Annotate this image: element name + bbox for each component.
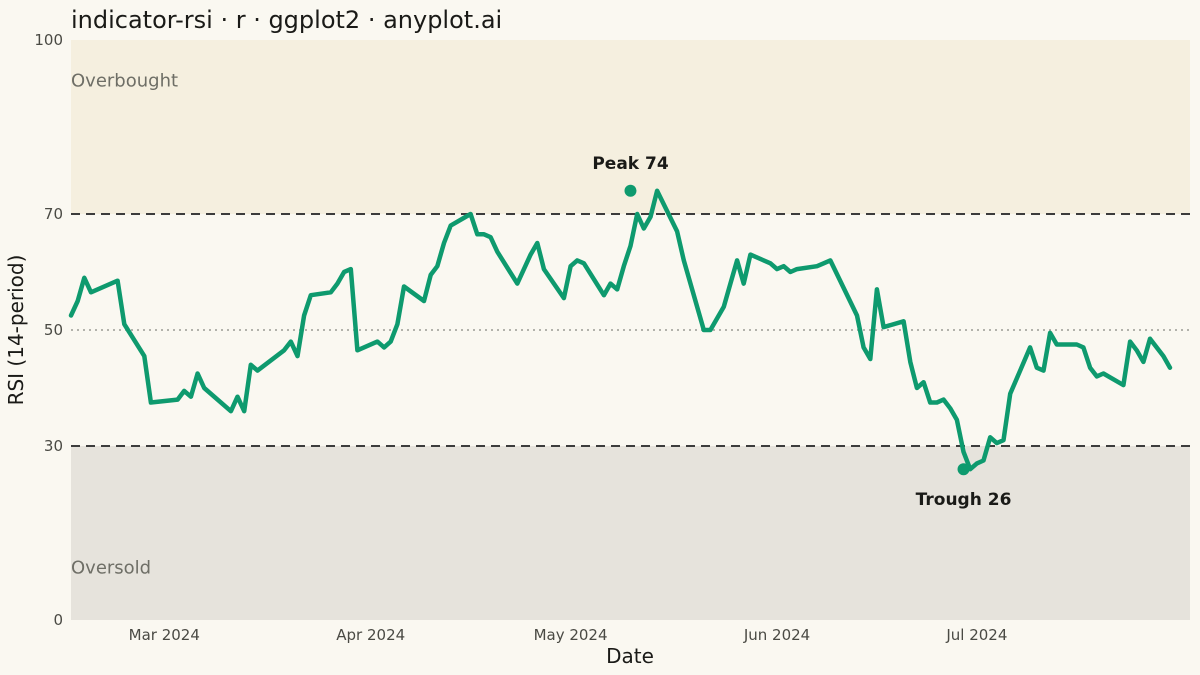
rsi-line (68, 188, 1173, 472)
x-tick-label: Apr 2024 (336, 626, 405, 644)
y-tick-label: 30 (44, 437, 63, 455)
x-tick-label: Jul 2024 (945, 626, 1007, 644)
annotation-point (624, 184, 637, 197)
y-tick-label: 0 (53, 611, 63, 629)
x-axis-title: Date (606, 644, 654, 668)
x-tick-label: Mar 2024 (129, 626, 200, 644)
oversold-zone (71, 446, 1190, 620)
x-tick-label: Jun 2024 (743, 626, 810, 644)
oversold-label: Oversold (71, 558, 151, 579)
overbought-label: Overbought (71, 70, 178, 91)
annotation-label: Trough 26 (916, 490, 1012, 510)
y-axis-title: RSI (14-period) (4, 255, 28, 406)
chart-title: indicator-rsi · r · ggplot2 · anyplot.ai (71, 6, 502, 34)
annotation-point (957, 463, 970, 476)
annotation-label: Peak 74 (592, 154, 669, 174)
y-tick-label: 70 (44, 205, 63, 223)
y-tick-label: 100 (34, 31, 63, 49)
y-tick-label: 50 (44, 321, 63, 339)
x-tick-label: May 2024 (534, 626, 608, 644)
